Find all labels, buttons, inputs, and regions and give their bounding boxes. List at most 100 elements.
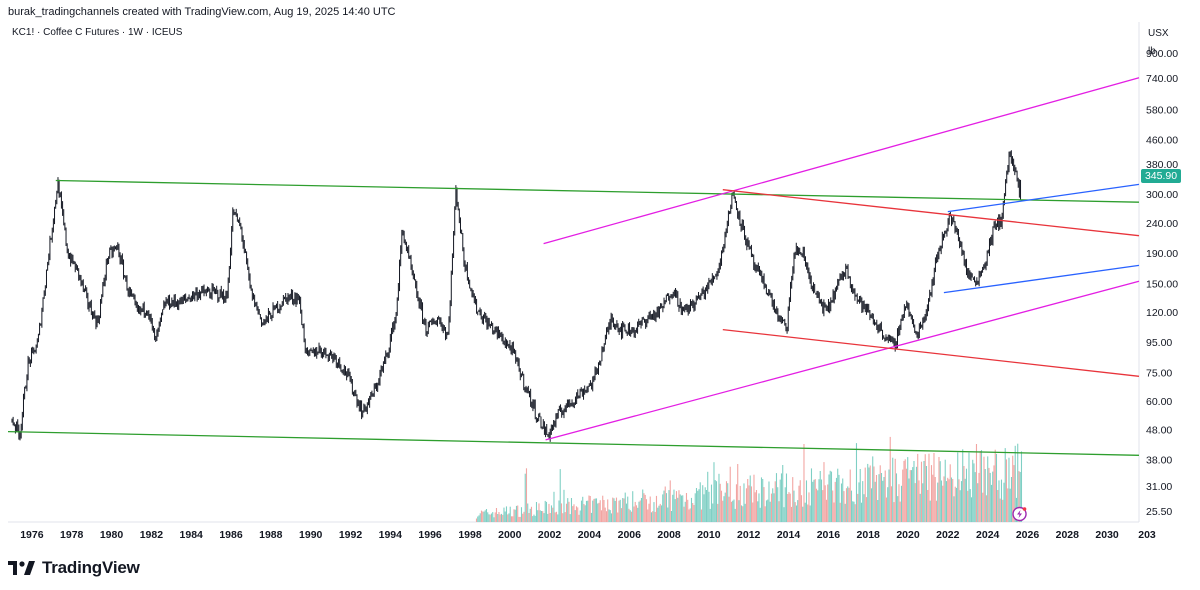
volume-bar [943,476,945,522]
volume-bar [770,493,773,522]
volume-bar [604,507,606,522]
volume-bar [765,500,768,522]
volume-bar [595,498,598,522]
volume-bar [925,466,928,522]
volume-bar [1020,451,1023,522]
volume-bar [685,493,688,522]
volume-bar [562,513,564,522]
x-tick-label: 1988 [259,529,283,541]
volume-bar [963,466,965,522]
x-tick-label: 203 [1138,529,1156,541]
y-tick-label: 75.00 [1146,367,1172,379]
y-axis: 900.00 740.00 580.00 460.00 380.00 300.00 240.… [1146,48,1178,518]
volume-bar [995,453,998,522]
volume-bar [868,467,870,522]
volume-bar [869,465,871,522]
volume-bar [575,506,578,522]
tradingview-logo-icon [8,561,35,575]
volume-bar [589,496,591,522]
volume-bar [958,479,960,522]
volume-bar [934,477,936,522]
volume-bar [760,477,763,522]
volume-bar [952,479,954,522]
volume-bar [1007,488,1009,522]
volume-bar [615,497,618,522]
volume-bar [488,514,490,522]
trendline-magenta-channel-2 [545,280,1140,441]
volume-bar [515,505,518,522]
volume-bar [794,502,796,522]
currency-sub-unit[interactable]: lb [1148,46,1156,57]
volume-bar [774,481,776,522]
y-tick-label: 190.00 [1146,248,1178,260]
volume-bar [1004,448,1006,522]
volume-bar [844,503,846,522]
volume-bar [723,496,725,522]
volume-bar [975,444,978,522]
volume-bar [939,461,941,522]
volume-bar [620,508,623,522]
volume-bar [680,495,683,522]
volume-bar [944,459,946,522]
symbol-info[interactable]: KC1! · Coffee C Futures · 1W · ICEUS [12,27,183,38]
y-tick-label: 460.00 [1146,134,1178,146]
volume-bar [838,474,840,522]
volume-bar [980,450,983,522]
volume-bar [554,512,556,522]
price-candles [11,150,1022,442]
volume-bar [682,495,684,522]
y-tick-label: 300.00 [1146,189,1178,201]
currency-unit[interactable]: USX [1148,28,1169,39]
volume-bar [725,481,728,522]
markers [1012,506,1027,522]
price-series [11,150,1022,442]
y-tick-label: 740.00 [1146,73,1178,85]
volume-bar [923,461,925,522]
trendline-red-channel-5 [722,328,1140,377]
volume-bar [507,514,509,522]
volume-bar [619,499,621,522]
x-tick-label: 2024 [976,529,1000,541]
volume-bar [624,492,626,522]
volume-bar [997,490,999,522]
volume-bar [880,473,883,522]
volume-bar [650,512,653,522]
volume-bar [788,492,790,522]
volume-bar [690,497,693,522]
volume-bar [640,498,643,522]
volume-bar [994,449,996,522]
volume-bar [888,469,890,522]
volume-bar [539,510,541,522]
volume-bar [960,481,963,522]
volume-bar [998,480,1000,522]
volume-bar [955,487,958,522]
volume-bar [492,512,494,522]
volume-bar [569,514,571,522]
volume-bar [837,468,839,522]
volume-bar [1019,472,1021,522]
volume-bar [1002,499,1004,522]
volume-bar [878,474,880,522]
volume-bar [533,514,535,522]
volume-bar [670,511,673,522]
volume-bar [824,485,826,522]
volume-bar [513,509,515,522]
tradingview-logo[interactable]: TradingView [8,556,140,580]
trendline-blue-channel-7 [943,264,1140,294]
volume-bar [850,490,853,522]
volume-bar [772,488,774,522]
volume-bar [678,490,680,522]
volume-bar [867,463,869,522]
volume-bar [842,478,844,522]
x-tick-label: 1998 [458,529,482,541]
x-tick-label: 1976 [20,529,44,541]
volume-bar [932,474,934,522]
volume-bar [673,489,675,522]
volume-bar [990,484,993,522]
volume-bar [912,467,914,522]
volume-bar [820,479,823,522]
volume-bar [769,501,771,522]
volume-bar [483,511,485,522]
volume-bar [853,501,855,522]
